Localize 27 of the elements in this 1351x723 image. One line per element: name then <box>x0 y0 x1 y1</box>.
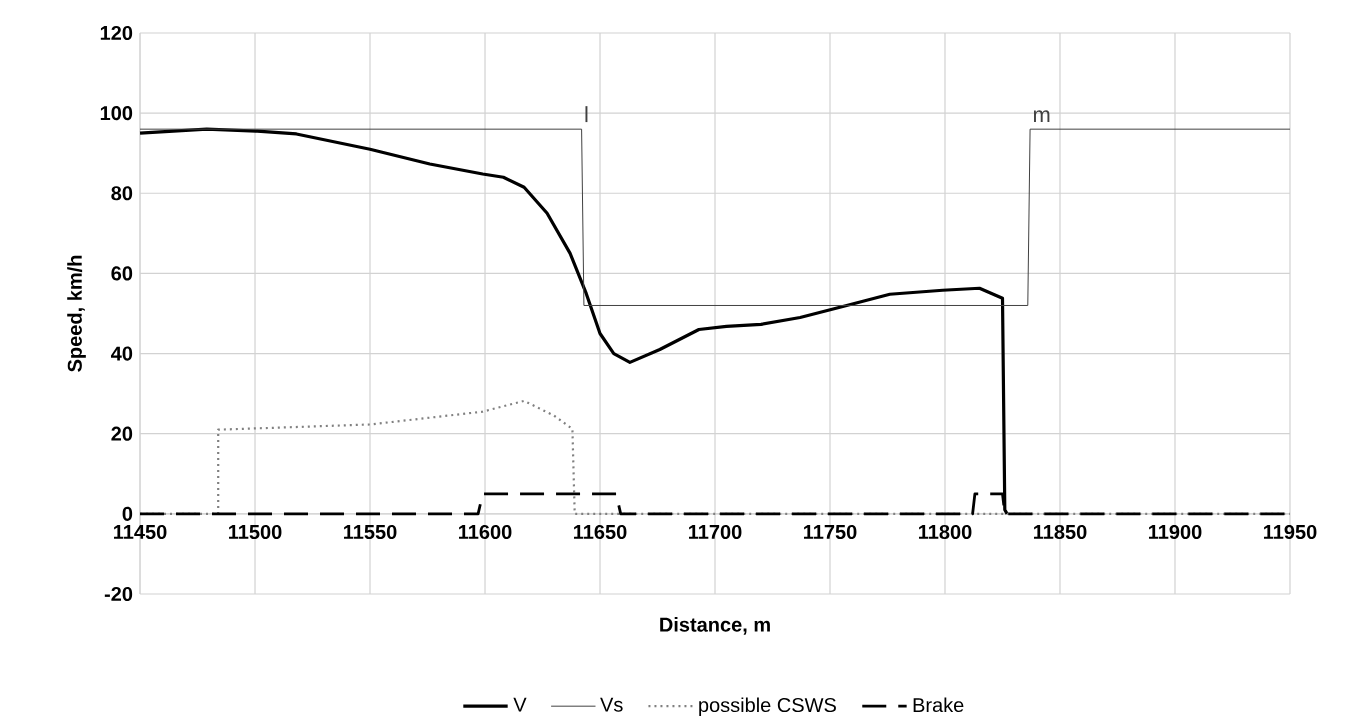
x-tick-label: 11700 <box>689 524 742 540</box>
legend-label: Vs <box>600 697 623 712</box>
y-tick-label: 20 <box>111 426 133 441</box>
y-tick-label: 100 <box>100 106 133 121</box>
y-tick-label: 60 <box>111 266 133 281</box>
y-tick-label: 80 <box>111 186 133 201</box>
annotation: m <box>1033 110 1050 123</box>
y-tick-label: -20 <box>104 586 133 602</box>
annotation: l <box>585 106 588 123</box>
legend-label: V <box>513 697 527 712</box>
x-tick-label: 11500 <box>229 524 282 540</box>
x-tick-label: 11600 <box>459 524 512 540</box>
x-tick-label: 11900 <box>1148 524 1202 540</box>
x-tick-label: 11750 <box>804 524 857 540</box>
y-tick-label: 0 <box>122 506 133 521</box>
x-tick-label: 11550 <box>344 524 397 540</box>
y-tick-label: 120 <box>100 25 133 41</box>
x-tick-label: 11450 <box>114 524 167 540</box>
legend-label: possible CSWS <box>699 697 836 717</box>
x-tick-label: 11650 <box>574 524 627 540</box>
y-tick-label: 40 <box>111 346 133 361</box>
x-tick-label: 11950 <box>1263 524 1317 540</box>
y-axis-title: Speed, km/h <box>67 255 86 372</box>
x-axis-title: Distance, m <box>660 617 770 635</box>
legend-label: Brake <box>913 697 964 713</box>
x-tick-label: 11800 <box>919 524 972 540</box>
x-tick-label: 11850 <box>1033 524 1087 540</box>
